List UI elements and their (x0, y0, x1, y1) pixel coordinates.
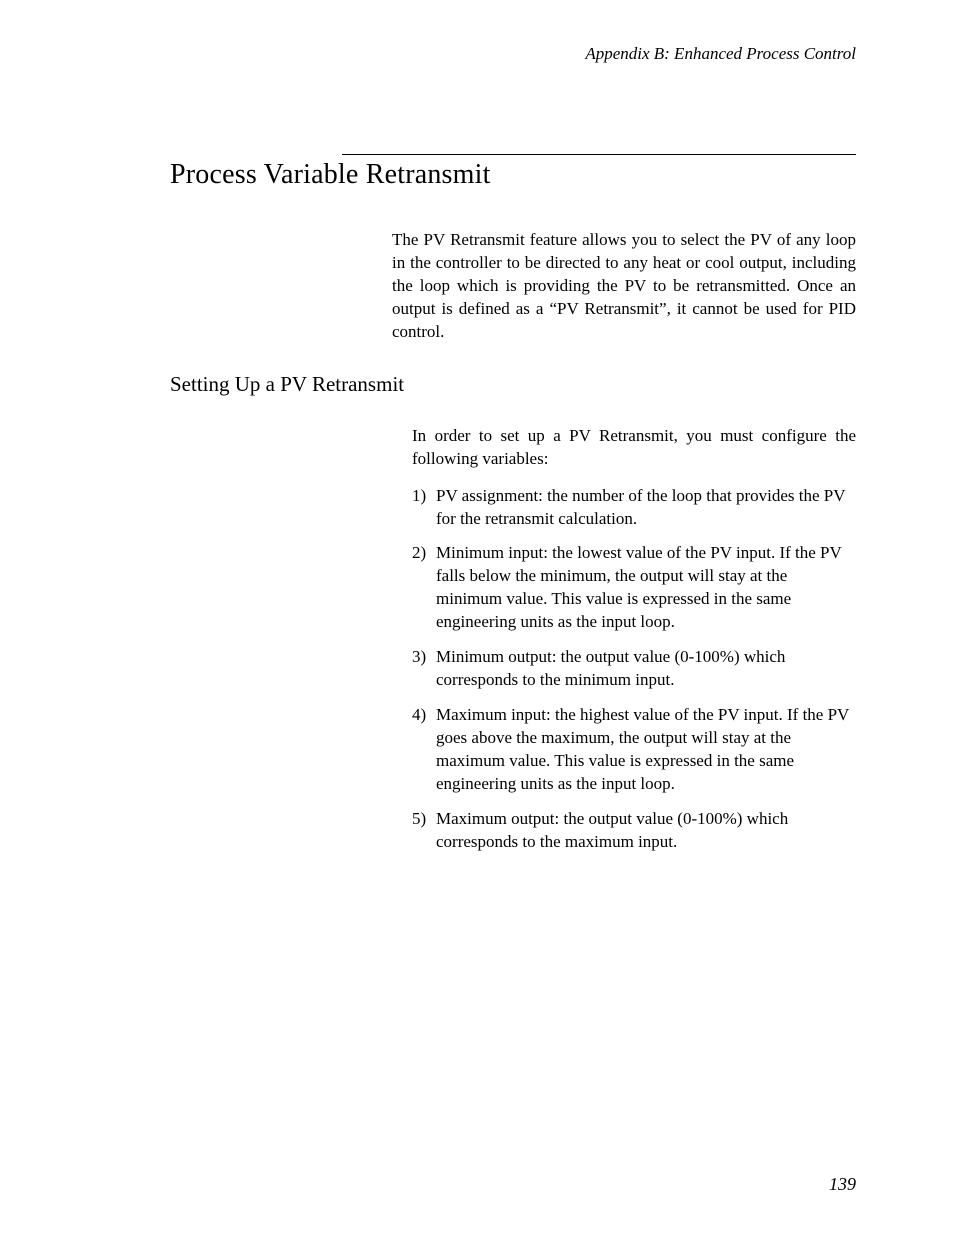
list-item-text: Maximum input: the highest value of the … (436, 705, 849, 793)
list-item-number: 3) (412, 646, 426, 669)
list-item: 1) PV assignment: the number of the loop… (412, 485, 856, 531)
subsection-lead: In order to set up a PV Retransmit, you … (412, 425, 856, 471)
section-title: Process Variable Retransmit (170, 159, 856, 191)
list-item-number: 4) (412, 704, 426, 727)
list-item-text: Minimum output: the output value (0-100%… (436, 647, 785, 689)
document-page: Appendix B: Enhanced Process Control Pro… (0, 0, 954, 1235)
list-item-number: 5) (412, 808, 426, 831)
subsection-title: Setting Up a PV Retransmit (170, 372, 856, 397)
section-intro: The PV Retransmit feature allows you to … (392, 229, 856, 344)
variable-list: 1) PV assignment: the number of the loop… (412, 485, 856, 854)
page-number: 139 (829, 1174, 856, 1195)
list-item: 3) Minimum output: the output value (0-1… (412, 646, 856, 692)
list-item-text: Minimum input: the lowest value of the P… (436, 543, 841, 631)
list-item: 5) Maximum output: the output value (0-1… (412, 808, 856, 854)
list-item-number: 2) (412, 542, 426, 565)
list-item-number: 1) (412, 485, 426, 508)
list-item: 4) Maximum input: the highest value of t… (412, 704, 856, 796)
running-header: Appendix B: Enhanced Process Control (170, 44, 856, 64)
section-rule (342, 154, 856, 155)
list-item: 2) Minimum input: the lowest value of th… (412, 542, 856, 634)
list-item-text: PV assignment: the number of the loop th… (436, 486, 845, 528)
list-item-text: Maximum output: the output value (0-100%… (436, 809, 788, 851)
